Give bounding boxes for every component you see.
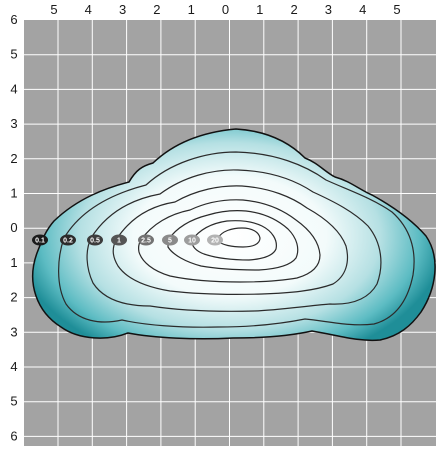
top-axis-label: 2 [153, 2, 160, 17]
isoline-badge-shape [184, 234, 200, 246]
isoline-badge-shape [111, 234, 127, 246]
isoline-value: 0.5 [90, 238, 100, 245]
top-axis-label: 1 [256, 2, 263, 17]
left-axis-label: 4 [10, 81, 17, 96]
isoline-value: 1 [117, 238, 121, 245]
left-axis-label: 2 [10, 151, 17, 166]
top-axis-label: 5 [50, 2, 57, 17]
top-axis-label: 4 [359, 2, 366, 17]
left-axis-label: 4 [10, 359, 17, 374]
left-axis: 6 5 4 3 2 1 0 1 2 3 4 5 6 [10, 12, 17, 443]
contour-line-0-5 [86, 169, 382, 312]
top-axis-label: 3 [325, 2, 332, 17]
isoline-value: 0.2 [63, 238, 73, 245]
isoline-value: 0.1 [35, 238, 45, 245]
isoline-badge: 0.2 [60, 234, 76, 246]
left-axis-label: 6 [10, 428, 17, 443]
isoline-badge: 2.5 [138, 234, 154, 246]
top-axis: 5 4 3 2 1 0 1 2 3 4 5 [50, 2, 400, 17]
isoline-badge-shape [207, 234, 223, 246]
left-axis-label: 3 [10, 324, 17, 339]
isoline-badge: 0.1 [32, 234, 48, 246]
top-axis-label: 3 [119, 2, 126, 17]
contour-line-0-2 [58, 151, 415, 328]
left-axis-label: 1 [10, 186, 17, 201]
left-axis-label: 6 [10, 12, 17, 27]
isoline-value: 10 [188, 238, 196, 245]
isoline-badge-shape [32, 234, 48, 246]
top-axis-label: 0 [222, 2, 229, 17]
isoline-badge: 1 [111, 234, 127, 246]
top-axis-label: 1 [188, 2, 195, 17]
top-axis-label: 2 [290, 2, 297, 17]
distribution-area [32, 128, 436, 342]
contour-line-10 [191, 220, 277, 261]
left-axis-label: 0 [10, 220, 17, 235]
contour-line-1 [112, 185, 349, 295]
isoline-value: 2.5 [141, 238, 151, 245]
contour-lines [58, 151, 415, 328]
left-axis-label: 5 [10, 394, 17, 409]
left-axis-label: 1 [10, 255, 17, 270]
isoline-badge-shape [60, 234, 76, 246]
left-axis-label: 2 [10, 290, 17, 305]
isoline-badge-shape [138, 234, 154, 246]
isoline-labels: 0.1 0.2 0.5 1 2.5 5 10 20 [32, 234, 223, 246]
isoline-badge: 20 [207, 234, 223, 246]
isoline-badge: 5 [162, 234, 178, 246]
contour-line-2-5 [138, 199, 321, 283]
isoline-badge: 10 [184, 234, 200, 246]
contour-line-20 [217, 227, 261, 248]
top-axis-label: 4 [85, 2, 92, 17]
contour-line-5 [167, 210, 299, 271]
isoline-badge-shape [162, 234, 178, 246]
isoline-badge-shape [87, 234, 103, 246]
isoline-value: 20 [211, 238, 219, 245]
isoline-value: 5 [168, 238, 172, 245]
left-axis-label: 3 [10, 116, 17, 131]
isoline-badge: 0.5 [87, 234, 103, 246]
left-axis-label: 5 [10, 47, 17, 62]
top-axis-label: 5 [393, 2, 400, 17]
